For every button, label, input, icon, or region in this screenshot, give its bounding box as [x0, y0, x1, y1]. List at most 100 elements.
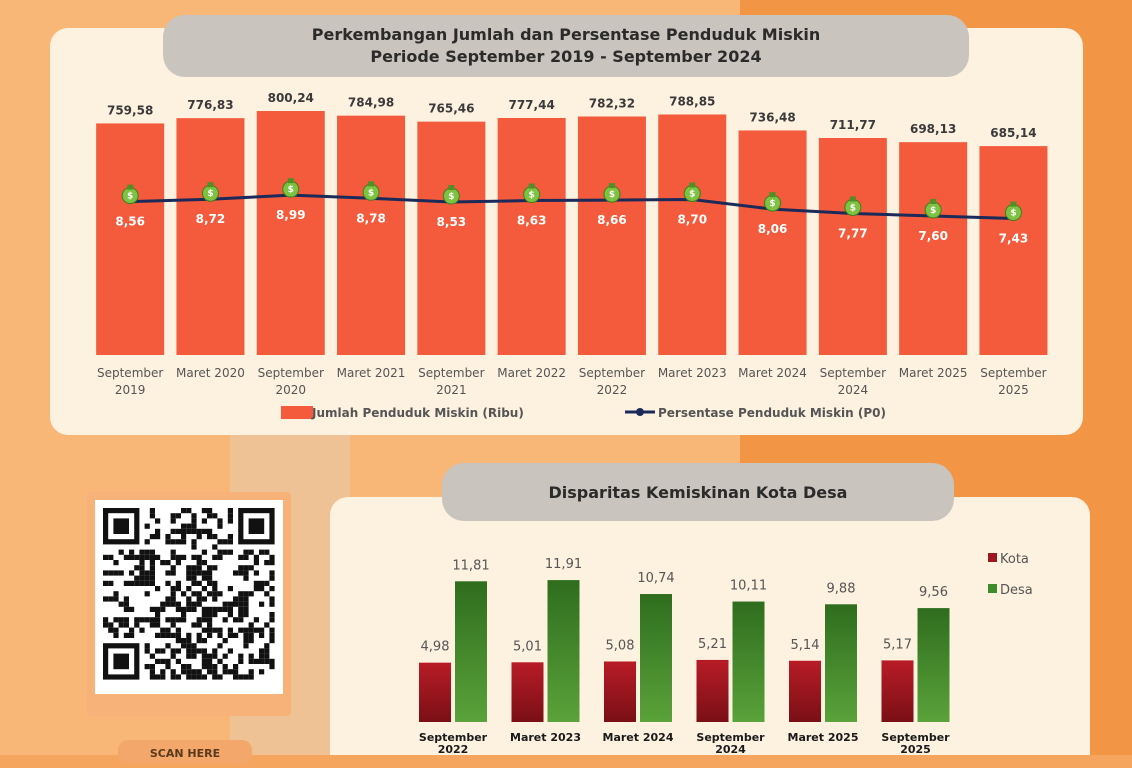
- marker-bag-symbol-10: $: [930, 206, 936, 216]
- qr-module: [160, 669, 166, 675]
- qr-module: [217, 554, 223, 560]
- bar-kota-2: [604, 661, 636, 722]
- qr-code[interactable]: [95, 500, 283, 694]
- qr-module: [253, 617, 259, 623]
- qr-module: [191, 622, 197, 628]
- legend-kota-text: Kota: [1000, 552, 1029, 567]
- marker-bag-symbol-4: $: [448, 192, 454, 202]
- bar-desa-3: [732, 601, 765, 722]
- qr-module: [259, 653, 265, 659]
- qr-module: [113, 591, 119, 597]
- line-marker-3: $: [362, 181, 380, 201]
- qr-module: [212, 534, 218, 540]
- qr-module: [217, 632, 223, 638]
- bottom-chart-title: Disparitas Kemiskinan Kota Desa: [442, 463, 954, 521]
- qr-module: [191, 523, 197, 529]
- qr-module: [196, 565, 202, 571]
- x-tick-label-10-0: Maret 2025: [899, 366, 968, 380]
- line-label-8: 8,06: [758, 222, 788, 236]
- qr-module: [170, 549, 176, 555]
- qr-module: [103, 570, 109, 576]
- qr-module: [233, 674, 239, 680]
- qr-module: [144, 617, 150, 623]
- qr-module: [139, 549, 145, 555]
- bar-jumlah-4: [417, 121, 486, 355]
- x2-tick-label-5-0: September: [881, 731, 950, 744]
- x-tick-label-11-1: 2025: [998, 383, 1029, 397]
- qr-module: [243, 570, 249, 576]
- bar-label-11: 685,14: [990, 126, 1036, 140]
- top-chart-title-line2: Periode September 2019 - September 2024: [370, 47, 762, 66]
- qr-module: [149, 549, 155, 555]
- bar-label-8: 736,48: [749, 110, 795, 124]
- qr-module: [144, 554, 150, 560]
- qr-module: [123, 617, 129, 623]
- qr-module: [238, 653, 244, 659]
- qr-module: [170, 570, 176, 576]
- qr-module: [196, 638, 202, 644]
- qr-module: [186, 575, 192, 581]
- marker-bag-symbol-9: $: [850, 203, 856, 213]
- x-tick-label-6-0: September: [579, 366, 645, 380]
- qr-module: [238, 596, 244, 602]
- qr-module: [196, 596, 202, 602]
- qr-module: [181, 638, 187, 644]
- qr-module: [248, 591, 254, 597]
- qr-module: [201, 570, 207, 576]
- qr-module: [207, 617, 213, 623]
- qr-module: [201, 560, 207, 566]
- qr-module: [144, 648, 150, 654]
- bottom-chart-title-text: Disparitas Kemiskinan Kota Desa: [548, 482, 848, 502]
- qr-module: [108, 622, 114, 628]
- top-chart-title-line1: Perkembangan Jumlah dan Persentase Pendu…: [311, 25, 821, 44]
- bar-label-9: 711,77: [830, 118, 876, 132]
- qr-module: [207, 513, 213, 519]
- qr-module: [233, 664, 239, 670]
- qr-module: [170, 539, 176, 545]
- qr-module: [196, 534, 202, 540]
- marker-bag-symbol-8: $: [769, 199, 775, 209]
- x-tick-label-2-1: 2020: [275, 383, 306, 397]
- qr-module: [259, 601, 265, 607]
- qr-module: [191, 544, 197, 550]
- qr-module: [269, 560, 275, 566]
- qr-module: [212, 596, 218, 602]
- qr-module: [196, 554, 202, 560]
- qr-module: [222, 606, 228, 612]
- line-marker-4: $: [442, 185, 460, 205]
- qr-module: [201, 658, 207, 664]
- qr-module: [248, 674, 254, 680]
- x2-tick-label-0-0: September: [419, 731, 488, 744]
- line-label-2: 8,99: [276, 208, 306, 222]
- qr-module: [201, 528, 207, 534]
- qr-module: [238, 617, 244, 623]
- qr-module: [207, 632, 213, 638]
- qr-module: [144, 570, 150, 576]
- qr-module: [238, 606, 244, 612]
- x-tick-label-8-0: Maret 2024: [738, 366, 807, 380]
- qr-module: [217, 539, 223, 545]
- qr-module: [201, 648, 207, 654]
- bar-kota-0: [419, 662, 451, 722]
- qr-module: [196, 622, 202, 628]
- qr-module: [165, 643, 171, 649]
- qr-module: [181, 669, 187, 675]
- line-persentase: [130, 193, 1014, 221]
- qr-module: [201, 653, 207, 659]
- qr-module: [129, 627, 135, 633]
- line-marker-1: $: [201, 182, 219, 202]
- qr-module: [217, 627, 223, 633]
- qr-module: [175, 601, 181, 607]
- qr-module: [207, 669, 213, 675]
- qr-module: [238, 570, 244, 576]
- qr-module: [165, 617, 171, 623]
- qr-module: [212, 591, 218, 597]
- marker-bag-top-3: [368, 181, 375, 187]
- qr-module: [170, 554, 176, 560]
- qr-module: [207, 658, 213, 664]
- qr-module: [222, 638, 228, 644]
- qr-module: [139, 617, 145, 623]
- qr-module: [103, 622, 109, 628]
- qr-module: [217, 643, 223, 649]
- qr-module: [103, 554, 109, 560]
